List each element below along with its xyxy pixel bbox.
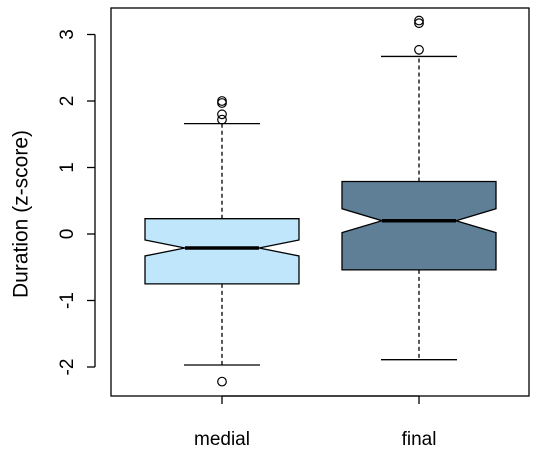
x-tick-label: medial [194,429,250,450]
y-tick-label: -2 [57,359,78,376]
box-body [341,180,497,271]
x-tick-label: final [402,429,437,450]
outlier-point [414,18,424,29]
outlier-point [217,109,227,120]
box-final [341,15,497,361]
boxes [144,15,497,387]
x-axis: medial final [194,395,437,450]
y-tick-label: 0 [57,229,78,240]
outlier-point [217,114,227,125]
y-tick-label: 1 [57,162,78,173]
box-body [144,218,300,285]
outlier-point [414,15,424,26]
outlier-point [217,376,227,387]
outlier-point [414,44,424,55]
y-axis: -2 -1 0 1 2 3 [57,29,96,376]
outlier-point [217,96,227,106]
y-tick-label: 2 [57,96,78,107]
y-tick-label: -1 [57,292,78,309]
y-axis-title: Duration (z-score) [10,130,33,298]
y-tick-label: 3 [57,29,78,40]
outlier-point [217,98,227,108]
box-medial [144,96,300,387]
